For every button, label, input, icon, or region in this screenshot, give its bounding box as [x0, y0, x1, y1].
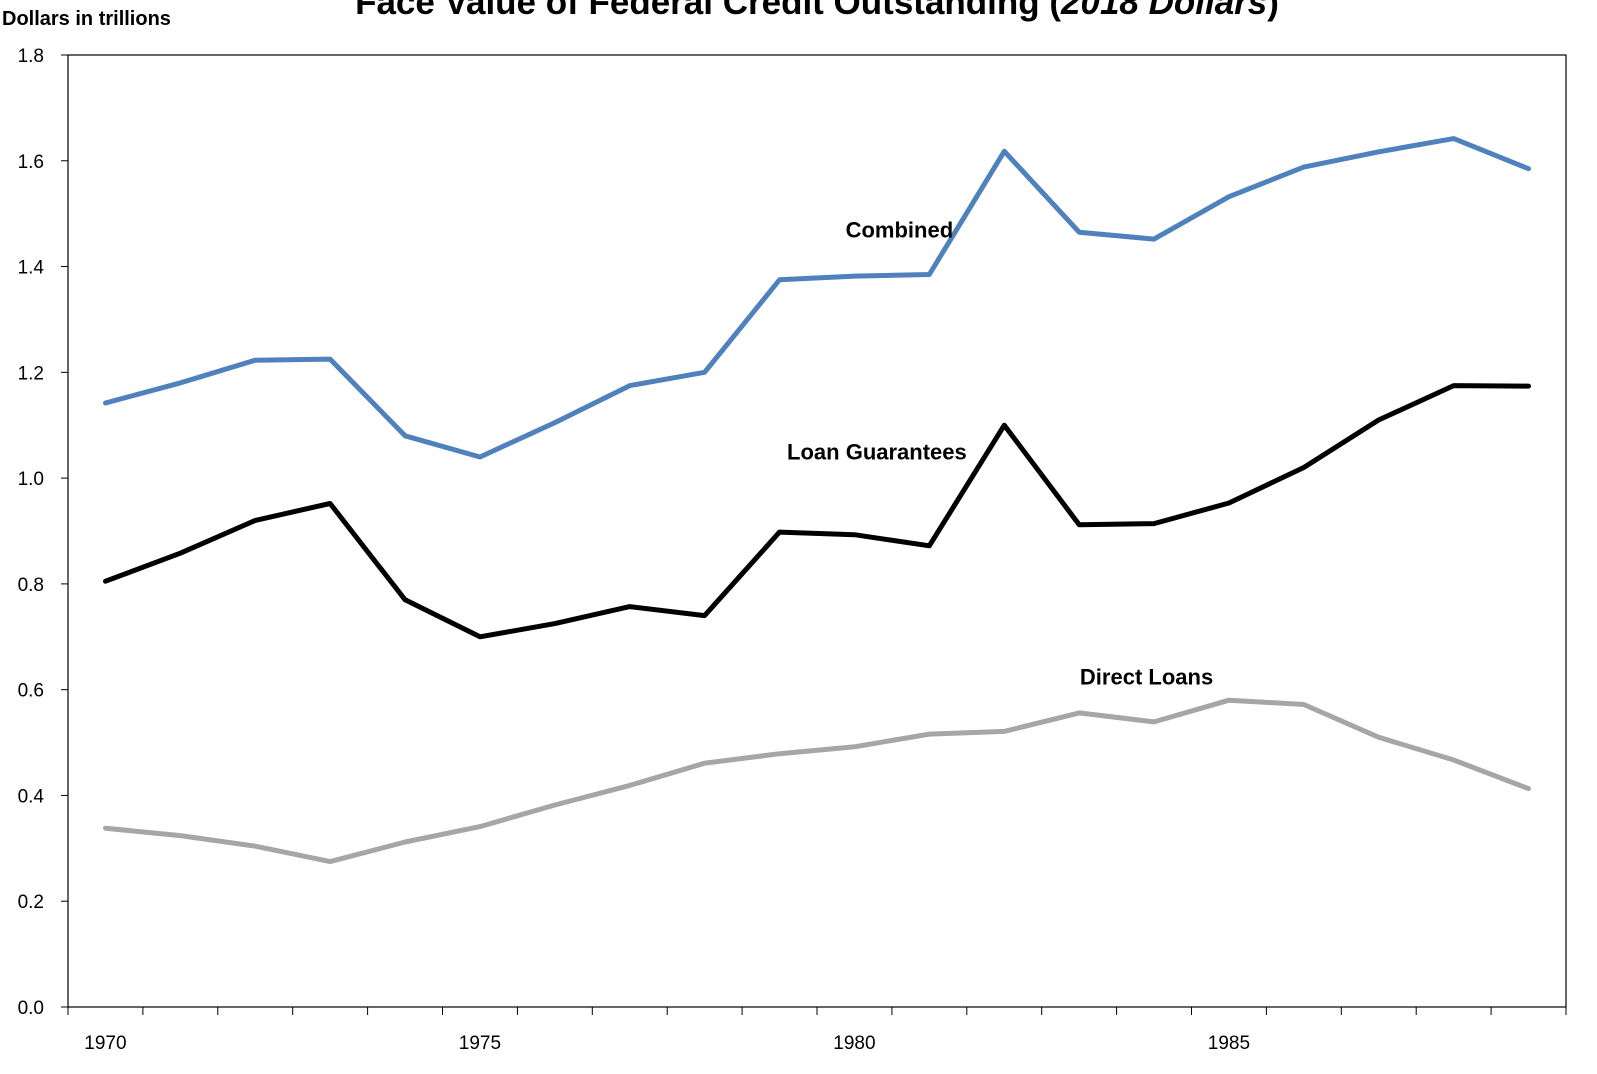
y-tick-label: 1.6: [18, 152, 44, 173]
series-line-combined: [103, 136, 1531, 460]
y-tick-label: 0.2: [18, 892, 44, 913]
chart-title-main: Face Value of Federal Credit Outstanding…: [355, 0, 1061, 22]
y-tick-label: 0.8: [18, 575, 44, 596]
series-label-direct-loans: Direct Loans: [1080, 664, 1213, 689]
series-line-loan-guarantees: [103, 383, 1531, 640]
y-tick-label: 0.4: [18, 786, 45, 807]
series-label-combined: Combined: [846, 218, 954, 243]
chart-title-end: ): [1267, 0, 1279, 22]
chart-title: Face Value of Federal Credit Outstanding…: [355, 0, 1279, 22]
x-tick-label: 1980: [833, 1033, 875, 1054]
series-line-direct-loans: [103, 697, 1531, 865]
y-tick-label: 1.8: [18, 46, 44, 67]
y-tick-label: 1.2: [18, 363, 44, 384]
plot-area: 0.0 0.2 0.4 0.6 0.8 1.0 1.2 1.4 1.6 1.8 1970 1975 19…: [18, 46, 1567, 1054]
series-label-loan-guarantees: Loan Guarantees: [787, 440, 967, 465]
y-tick-label: 1.4: [18, 258, 45, 279]
y-axis-label: Dollars in trillions: [2, 8, 171, 30]
y-tick-label: 1.0: [18, 469, 44, 490]
x-tick-label: 1985: [1208, 1033, 1250, 1054]
x-tick-label: 1975: [459, 1033, 501, 1054]
x-tick-label: 1970: [84, 1033, 126, 1054]
y-tick-label: 0.0: [18, 998, 44, 1019]
chart-title-italic: 2018 Dollars: [1060, 0, 1267, 22]
y-tick-label: 0.6: [18, 681, 44, 702]
